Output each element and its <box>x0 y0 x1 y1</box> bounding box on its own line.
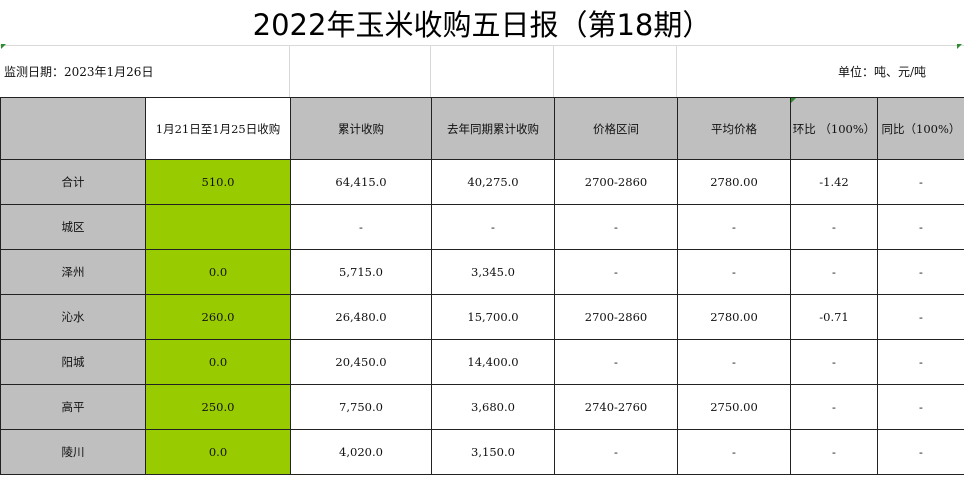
info-row: 监测日期：2023年1月26日 单位：吨、元/吨 <box>0 44 964 98</box>
region-cell[interactable]: 阳城 <box>0 339 146 385</box>
monitor-date: 监测日期：2023年1月26日 <box>4 65 154 79</box>
table-row: 泽州 0.0 5,715.0 3,345.0 - - - - <box>0 249 964 295</box>
info-cell-empty[interactable] <box>554 45 677 97</box>
region-cell[interactable]: 陵川 <box>0 429 146 475</box>
last-year-cell[interactable]: 40,275.0 <box>431 159 555 205</box>
region-cell[interactable]: 泽州 <box>0 249 146 295</box>
period-purchase-cell[interactable]: 510.0 <box>145 159 291 205</box>
cell-comment-marker <box>791 98 796 103</box>
yoy-cell[interactable]: - <box>877 159 964 205</box>
mom-cell[interactable]: - <box>790 339 878 385</box>
unit-label: 单位：吨、元/吨 <box>837 65 926 79</box>
period-purchase-cell[interactable]: 0.0 <box>145 249 291 295</box>
column-header[interactable]: 环比 （100%） <box>790 97 878 160</box>
cumulative-cell[interactable]: 64,415.0 <box>290 159 432 205</box>
header-row: 1月21日至1月25日收购 累计收购 去年同期累计收购 价格区间 平均价格 环比… <box>0 97 964 160</box>
info-cell-empty[interactable] <box>431 45 554 97</box>
column-header[interactable]: 去年同期累计收购 <box>431 97 555 160</box>
price-range-cell[interactable]: - <box>554 204 678 250</box>
table-row: 合计 510.0 64,415.0 40,275.0 2700-2860 278… <box>0 159 964 205</box>
column-header[interactable]: 价格区间 <box>554 97 678 160</box>
info-cell-unit[interactable]: 单位：吨、元/吨 <box>677 45 964 97</box>
region-cell[interactable]: 高平 <box>0 384 146 430</box>
region-cell[interactable]: 沁水 <box>0 294 146 340</box>
cumulative-cell[interactable]: 26,480.0 <box>290 294 432 340</box>
last-year-cell[interactable]: 14,400.0 <box>431 339 555 385</box>
mom-cell[interactable]: - <box>790 249 878 295</box>
price-range-cell[interactable]: - <box>554 339 678 385</box>
mom-cell[interactable]: -1.42 <box>790 159 878 205</box>
yoy-cell[interactable]: - <box>877 429 964 475</box>
last-year-cell[interactable]: 3,150.0 <box>431 429 555 475</box>
period-purchase-cell[interactable] <box>145 204 291 250</box>
yoy-cell[interactable]: - <box>877 339 964 385</box>
price-range-cell[interactable]: - <box>554 429 678 475</box>
cumulative-cell[interactable]: 20,450.0 <box>290 339 432 385</box>
last-year-cell[interactable]: 3,345.0 <box>431 249 555 295</box>
cumulative-cell[interactable]: 7,750.0 <box>290 384 432 430</box>
column-header[interactable]: 累计收购 <box>290 97 432 160</box>
column-header[interactable] <box>0 97 146 160</box>
price-range-cell[interactable]: 2700-2860 <box>554 159 678 205</box>
period-purchase-cell[interactable]: 0.0 <box>145 339 291 385</box>
avg-price-cell[interactable]: - <box>677 429 791 475</box>
last-year-cell[interactable]: 3,680.0 <box>431 384 555 430</box>
table-row: 沁水 260.0 26,480.0 15,700.0 2700-2860 278… <box>0 294 964 340</box>
table-row: 城区 - - - - - - <box>0 204 964 250</box>
mom-cell[interactable]: -0.71 <box>790 294 878 340</box>
column-header[interactable]: 平均价格 <box>677 97 791 160</box>
period-purchase-cell[interactable]: 0.0 <box>145 429 291 475</box>
region-cell[interactable]: 城区 <box>0 204 146 250</box>
data-table: 1月21日至1月25日收购 累计收购 去年同期累计收购 价格区间 平均价格 环比… <box>0 97 964 475</box>
table-row: 高平 250.0 7,750.0 3,680.0 2740-2760 2750.… <box>0 384 964 430</box>
period-purchase-cell[interactable]: 250.0 <box>145 384 291 430</box>
mom-cell[interactable]: - <box>790 384 878 430</box>
table-row: 阳城 0.0 20,450.0 14,400.0 - - - - <box>0 339 964 385</box>
column-header[interactable]: 同比（100%） <box>877 97 964 160</box>
price-range-cell[interactable]: - <box>554 249 678 295</box>
yoy-cell[interactable]: - <box>877 249 964 295</box>
table-row: 陵川 0.0 4,020.0 3,150.0 - - - - <box>0 429 964 475</box>
cumulative-cell[interactable]: - <box>290 204 432 250</box>
avg-price-cell[interactable]: 2750.00 <box>677 384 791 430</box>
avg-price-cell[interactable]: 2780.00 <box>677 294 791 340</box>
cumulative-cell[interactable]: 4,020.0 <box>290 429 432 475</box>
region-cell[interactable]: 合计 <box>0 159 146 205</box>
avg-price-cell[interactable]: - <box>677 204 791 250</box>
last-year-cell[interactable]: - <box>431 204 555 250</box>
period-purchase-cell[interactable]: 260.0 <box>145 294 291 340</box>
report-title: 2022年玉米收购五日报（第18期） <box>0 0 964 46</box>
column-header[interactable]: 1月21日至1月25日收购 <box>145 97 291 160</box>
mom-cell[interactable]: - <box>790 429 878 475</box>
avg-price-cell[interactable]: - <box>677 249 791 295</box>
info-cell-date[interactable]: 监测日期：2023年1月26日 <box>0 45 290 97</box>
price-range-cell[interactable]: 2740-2760 <box>554 384 678 430</box>
avg-price-cell[interactable]: - <box>677 339 791 385</box>
info-cell-empty[interactable] <box>290 45 431 97</box>
yoy-cell[interactable]: - <box>877 384 964 430</box>
last-year-cell[interactable]: 15,700.0 <box>431 294 555 340</box>
price-range-cell[interactable]: 2700-2860 <box>554 294 678 340</box>
yoy-cell[interactable]: - <box>877 294 964 340</box>
cell-comment-marker <box>1 44 6 49</box>
cumulative-cell[interactable]: 5,715.0 <box>290 249 432 295</box>
mom-cell[interactable]: - <box>790 204 878 250</box>
cell-comment-marker <box>957 44 962 49</box>
yoy-cell[interactable]: - <box>877 204 964 250</box>
avg-price-cell[interactable]: 2780.00 <box>677 159 791 205</box>
